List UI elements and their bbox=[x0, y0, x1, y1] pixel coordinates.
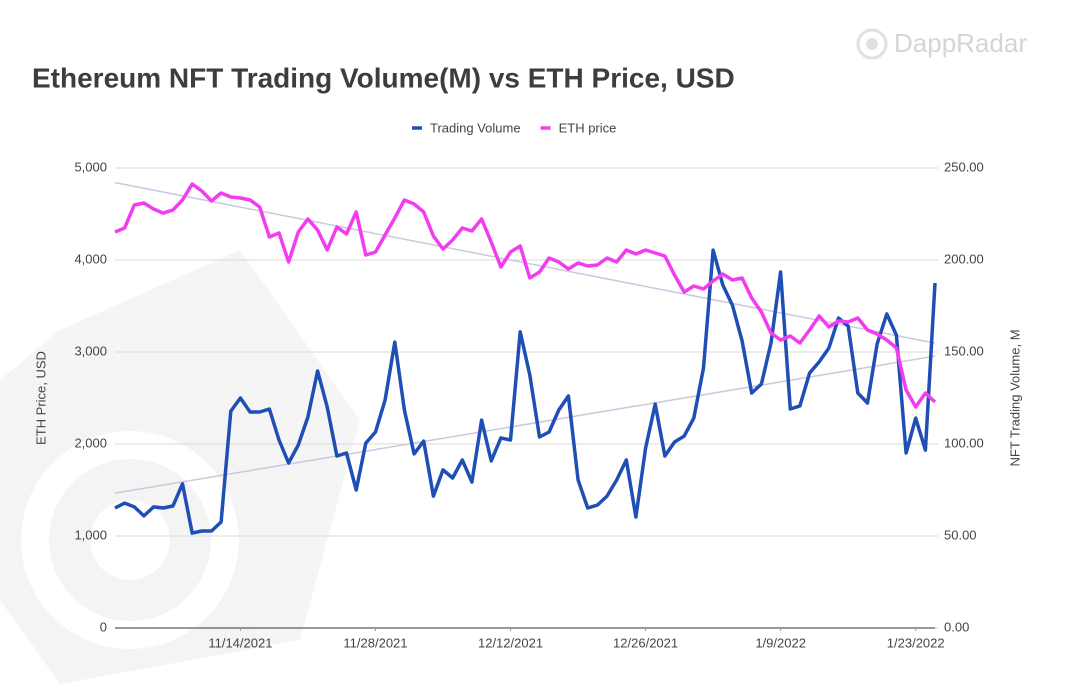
y2-axis-label: NFT Trading Volume, M bbox=[1007, 329, 1022, 466]
x-tick-label: 11/28/2021 bbox=[343, 635, 407, 650]
x-tick-label: 12/12/2021 bbox=[478, 635, 543, 650]
y-tick-label: 3,000 bbox=[74, 343, 107, 358]
chart-title: Ethereum NFT Trading Volume(M) vs ETH Pr… bbox=[32, 62, 735, 93]
y2-tick-label: 0.00 bbox=[944, 619, 969, 634]
y-tick-label: 2,000 bbox=[74, 435, 107, 450]
y2-tick-label: 200.00 bbox=[944, 251, 984, 266]
watermark-logo bbox=[856, 28, 888, 60]
series-line bbox=[114, 248, 937, 535]
x-tick-label: 1/23/2022 bbox=[887, 635, 945, 650]
y-axis-label: ETH Price, USD bbox=[33, 351, 48, 445]
series-line bbox=[114, 182, 937, 409]
x-tick-label: 1/9/2022 bbox=[755, 635, 806, 650]
y-tick-label: 1,000 bbox=[74, 527, 107, 542]
trendline bbox=[114, 355, 936, 494]
y2-tick-label: 100.00 bbox=[944, 435, 984, 450]
y-tick-label: 5,000 bbox=[74, 159, 107, 174]
legend-label: Trading Volume bbox=[430, 120, 521, 135]
y2-tick-label: 150.00 bbox=[944, 343, 984, 358]
legend-label: ETH price bbox=[559, 120, 617, 135]
watermark: DappRadar bbox=[894, 28, 1027, 58]
x-tick-label: 11/14/2021 bbox=[208, 635, 272, 650]
y-tick-label: 0 bbox=[100, 619, 107, 634]
y-tick-label: 4,000 bbox=[74, 251, 107, 266]
y2-tick-label: 50.00 bbox=[944, 527, 977, 542]
y2-tick-label: 250.00 bbox=[944, 159, 984, 174]
x-tick-label: 12/26/2021 bbox=[613, 635, 678, 650]
background-logo bbox=[0, 250, 360, 684]
